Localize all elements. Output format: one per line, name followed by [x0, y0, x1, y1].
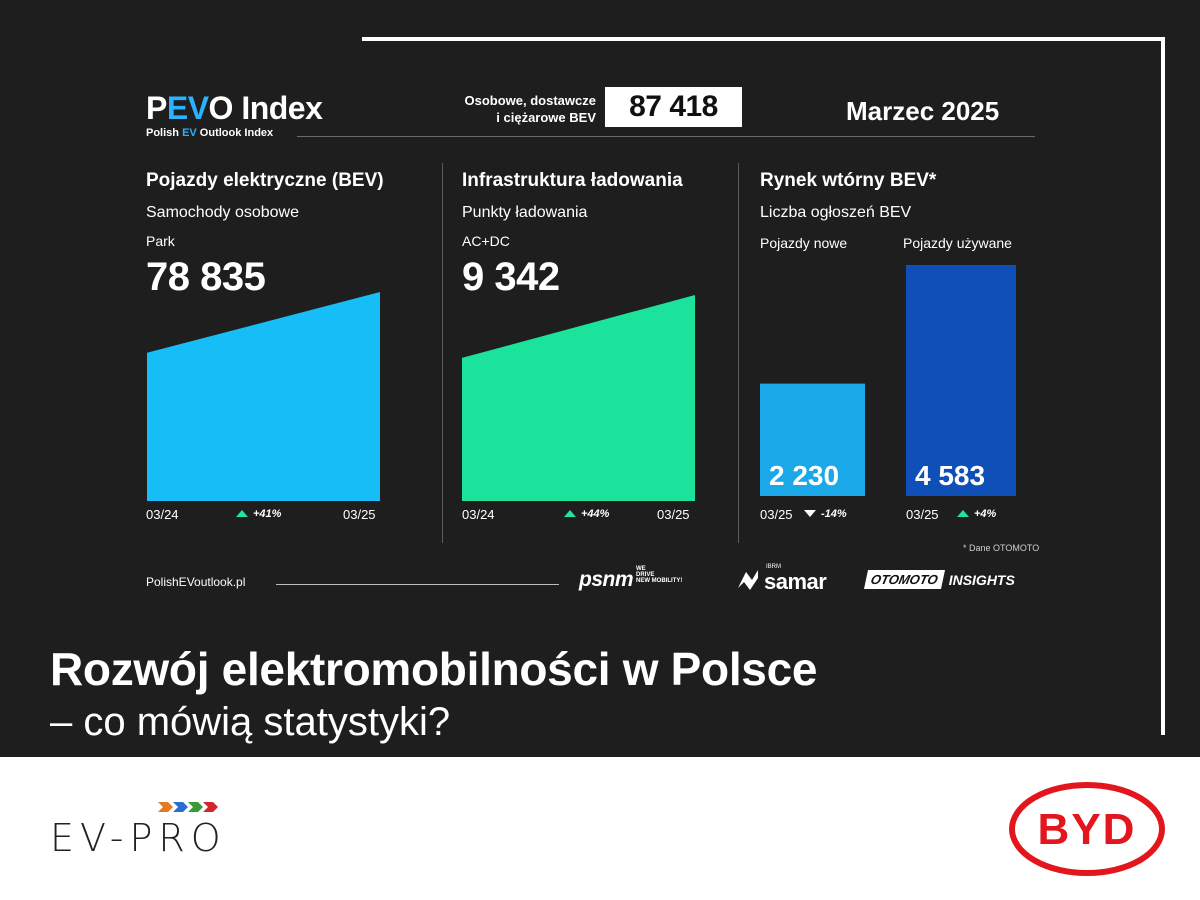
- charging-title: Infrastruktura ładowania: [462, 170, 683, 191]
- bev-area: [147, 292, 380, 501]
- otomoto-insights-logo: OTOMOTO INSIGHTS: [863, 570, 1015, 589]
- psnm-logo: psnm WE DRIVE NEW MOBILITY!: [579, 566, 683, 591]
- data-source-note: * Dane OTOMOTO: [963, 543, 1040, 553]
- secondary-subtitle: Liczba ogłoszeń BEV: [760, 204, 912, 221]
- pevo-subtitle: Polish EV Outlook Index: [146, 127, 274, 139]
- section-separator: [738, 163, 739, 543]
- website-link[interactable]: PolishEVoutlook.pl: [146, 575, 246, 589]
- bev-subtitle: Samochody osobowe: [146, 204, 299, 221]
- charging-x-end: 03/25: [657, 507, 690, 522]
- charging-small-label: AC+DC: [462, 233, 510, 249]
- charging-area: [462, 295, 695, 501]
- evpro-arrows-icon: [158, 802, 218, 812]
- new-date: 03/25: [760, 507, 793, 522]
- bar-new-vehicles: [760, 383, 865, 496]
- footer-divider: [276, 584, 559, 585]
- bev-x-end: 03/25: [343, 507, 376, 522]
- byd-text: BYD: [1038, 805, 1137, 854]
- up-arrow-icon: [564, 510, 576, 517]
- pevo-title: PEVO Index: [146, 90, 323, 126]
- up-arrow-icon: [236, 510, 248, 517]
- article-headline: Rozwój elektromobilności w Polsce: [50, 643, 818, 695]
- used-date: 03/25: [906, 507, 939, 522]
- report-date: Marzec 2025: [846, 96, 1000, 126]
- article-subheadline: – co mówią statystyki?: [50, 700, 451, 744]
- header-divider: [297, 136, 1035, 137]
- samar-mark-icon: [738, 570, 758, 590]
- section-separator: [442, 163, 443, 543]
- frame-top-line: [362, 37, 1165, 41]
- new-bar-value: 2 230: [769, 460, 840, 491]
- evpro-logo: EV-PRO: [50, 816, 227, 860]
- bev-change: +41%: [236, 508, 281, 520]
- infographic-panel: PEVO Index Polish EV Outlook Index Osobo…: [0, 0, 1200, 757]
- used-vehicles-label: Pojazdy używane: [903, 235, 1012, 251]
- total-value: 87 418: [605, 87, 742, 127]
- bev-x-start: 03/24: [146, 507, 179, 522]
- charging-x-start: 03/24: [462, 507, 495, 522]
- new-change: -14%: [804, 508, 847, 520]
- bev-value: 78 835: [146, 255, 266, 299]
- bev-small-label: Park: [146, 233, 175, 249]
- samar-logo: IBRM samar: [734, 564, 844, 596]
- used-bar-value: 4 583: [915, 460, 986, 491]
- charging-change: +44%: [564, 508, 609, 520]
- new-vehicles-label: Pojazdy nowe: [760, 235, 848, 251]
- charts-svg: [147, 265, 1016, 501]
- bar-used-vehicles: [906, 265, 1016, 496]
- charging-value: 9 342: [462, 255, 560, 299]
- up-arrow-icon: [957, 510, 969, 517]
- charging-subtitle: Punkty ładowania: [462, 204, 588, 221]
- frame-right-line: [1161, 37, 1165, 735]
- byd-logo: BYD: [1009, 782, 1165, 876]
- total-label: Osobowe, dostawcze i ciężarowe BEV: [464, 93, 596, 125]
- secondary-title: Rynek wtórny BEV*: [760, 170, 937, 191]
- bev-title: Pojazdy elektryczne (BEV): [146, 170, 384, 191]
- used-change: +4%: [957, 508, 996, 520]
- down-arrow-icon: [804, 510, 816, 517]
